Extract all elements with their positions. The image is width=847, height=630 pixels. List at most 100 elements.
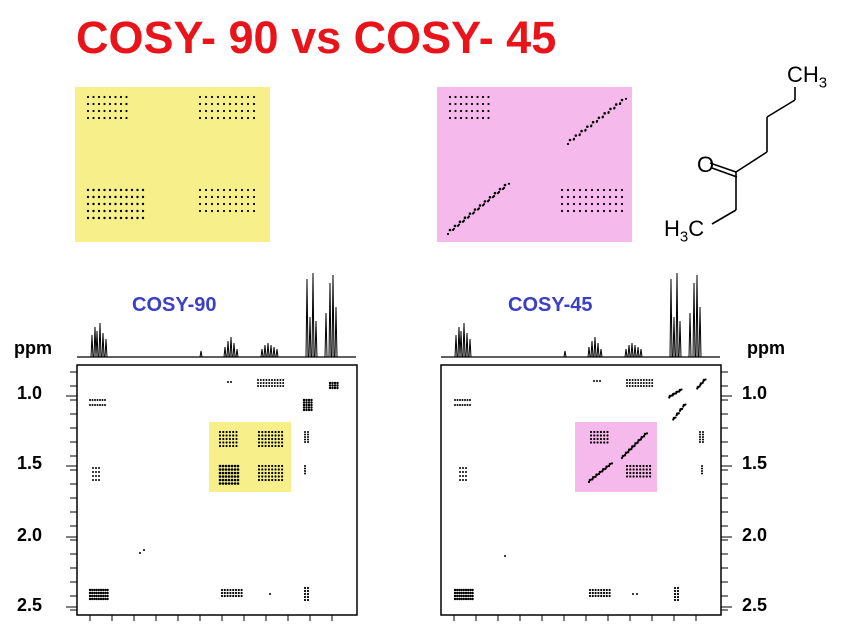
contour-dot (282, 382, 285, 384)
contour-dot (103, 209, 106, 213)
contour-dot (602, 588, 606, 592)
contour-dot (228, 188, 232, 192)
contour-dot (261, 444, 264, 448)
contour-dot (130, 188, 134, 192)
contour-dot (302, 401, 306, 404)
contour-dot (642, 382, 645, 384)
contour-dot (702, 436, 704, 438)
contour-dot (454, 95, 457, 99)
contour-dot (267, 444, 270, 448)
contour-dot (597, 591, 600, 595)
contour-dot (228, 434, 231, 437)
contour-dot (596, 430, 599, 434)
contour-dot (225, 437, 228, 441)
left-tick-label: 1.5 (17, 453, 43, 473)
contour-dot (460, 597, 463, 601)
contour-dot (277, 464, 280, 468)
contour-dot (675, 414, 678, 417)
contour-dot (210, 195, 214, 199)
contour-dot (271, 444, 274, 448)
contour-dot (454, 102, 457, 106)
contour-dot (125, 202, 128, 206)
contour-dot (597, 588, 600, 592)
contour-dot (271, 434, 274, 437)
contour-dot (222, 202, 226, 206)
contour-dot (596, 437, 599, 441)
contour-dot (210, 102, 214, 106)
contour-dot (274, 430, 277, 434)
contour-dot (204, 209, 208, 213)
contour-dot (257, 464, 261, 468)
contour-dot (487, 109, 490, 113)
contour-dot (261, 471, 264, 475)
contour-dot (331, 384, 334, 387)
contour-dot (198, 195, 202, 199)
contour-dot (608, 588, 611, 592)
contour-dot (468, 212, 472, 215)
contour-dot (271, 382, 273, 384)
contour-dot (271, 468, 274, 471)
contour-dot (240, 209, 244, 213)
contour-dot (469, 594, 472, 598)
contour-dot (459, 116, 463, 120)
contour-dot (594, 591, 597, 595)
left-tick-label: 2.5 (17, 595, 43, 615)
contour-dot (597, 472, 601, 476)
contour-dot (225, 444, 228, 448)
contour-dot (277, 475, 280, 478)
contour-dot (246, 116, 250, 120)
contour-dot (277, 434, 280, 437)
contour-dot (605, 465, 608, 468)
contour-dot (252, 102, 256, 106)
contour-dot (93, 588, 96, 592)
contour-dot (119, 202, 123, 206)
contour-dot (198, 95, 202, 99)
contour-dot (88, 591, 92, 595)
contour-dot (336, 381, 339, 385)
contour-dot (240, 95, 244, 99)
contour-dot (456, 594, 459, 598)
contour-dot (237, 594, 240, 598)
contour-dot (584, 188, 588, 192)
contour-dot (103, 195, 106, 199)
contour-dot (637, 382, 640, 384)
contour-dot (465, 475, 467, 477)
contour-dot (98, 475, 100, 477)
contour-dot (469, 591, 472, 595)
contour-dot (92, 479, 94, 481)
contour-dot (233, 482, 237, 485)
contour-dot (459, 102, 463, 106)
contour-dot (629, 475, 632, 478)
contour-dot (493, 191, 497, 195)
contour-dot (632, 468, 635, 471)
contour-dot (608, 188, 612, 192)
contour-dot (246, 202, 250, 206)
contour-dot (141, 216, 145, 220)
contour-dot (210, 95, 214, 99)
contour-dot (600, 588, 603, 592)
contour-dot (642, 475, 645, 478)
contour-dot (306, 598, 310, 602)
contour-dot (454, 399, 456, 401)
contour-dot (106, 591, 109, 595)
contour-dot (92, 471, 94, 473)
contour-dot (92, 195, 95, 199)
contour-dot (97, 597, 101, 601)
contour-dot (240, 591, 243, 595)
contour-dot (302, 403, 306, 407)
contour-dot (227, 381, 229, 383)
contour-dot (277, 471, 280, 475)
contour-dot (99, 594, 103, 598)
contour-dot (593, 434, 596, 437)
contour-dot (268, 379, 271, 381)
contour-dot (228, 109, 232, 113)
contour-dot (303, 592, 307, 596)
contour-dot (235, 437, 238, 441)
contour-dot (462, 467, 464, 469)
contour-dot (336, 386, 339, 390)
contour-dot (614, 202, 618, 206)
contour-dot (119, 188, 123, 192)
contour-dot (596, 202, 600, 206)
contour-dot (501, 187, 505, 191)
contour-dot (572, 195, 576, 199)
